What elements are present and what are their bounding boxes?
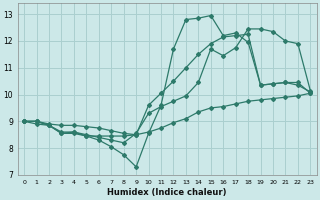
X-axis label: Humidex (Indice chaleur): Humidex (Indice chaleur) [108, 188, 227, 197]
